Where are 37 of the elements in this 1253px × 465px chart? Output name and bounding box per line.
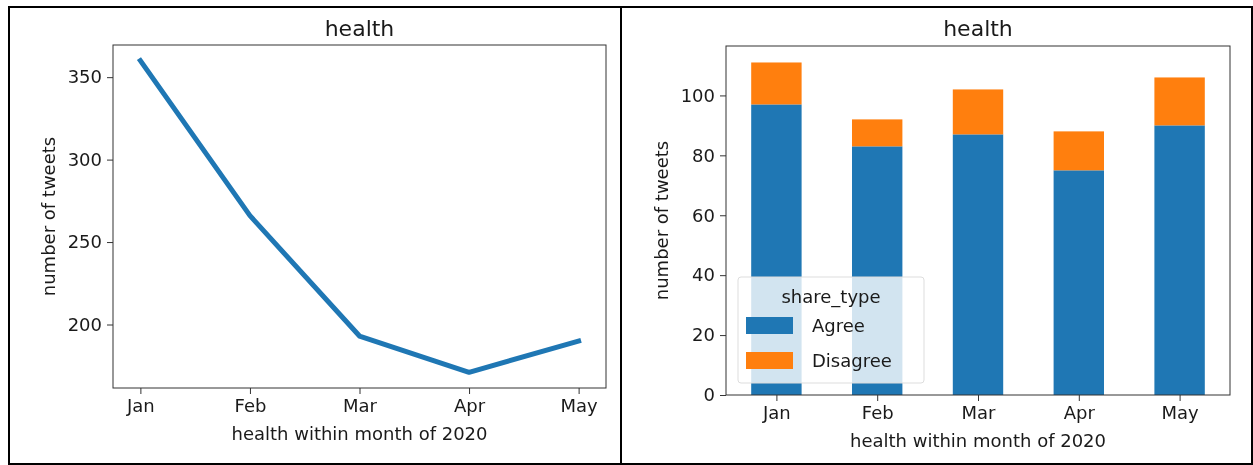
y-axis-title: number of tweets [651, 140, 672, 301]
bar [1053, 131, 1104, 171]
chart-title: health [324, 16, 395, 41]
y-tick-label: 100 [680, 84, 715, 106]
x-tick-label: Jan [126, 394, 155, 416]
x-tick-label: May [1161, 401, 1200, 423]
x-tick-label: Feb [234, 394, 267, 416]
x-tick-label: Apr [453, 394, 486, 416]
y-tick-label: 40 [692, 264, 715, 286]
legend-label: Disagree [812, 350, 892, 371]
x-axis-title: health within month of 2020 [231, 423, 488, 444]
bar [952, 134, 1004, 395]
bar [1154, 77, 1205, 126]
x-tick-label: Mar [343, 394, 378, 416]
x-tick-label: Feb [861, 401, 894, 423]
y-axis-title: number of tweets [38, 136, 59, 297]
y-tick-label: 250 [67, 231, 102, 253]
y-tick-label: 350 [67, 66, 102, 88]
x-axis-title: health within month of 2020 [849, 430, 1107, 451]
y-tick-label: 60 [692, 204, 715, 226]
y-tick-label: 200 [67, 313, 102, 335]
chart-title: health [943, 16, 1013, 41]
y-tick-label: 0 [703, 384, 715, 406]
bar [1053, 170, 1104, 395]
bar [852, 119, 903, 147]
bar [751, 62, 802, 105]
y-tick-label: 300 [67, 148, 102, 170]
x-tick-label: Jan [762, 401, 791, 423]
bar [952, 89, 1004, 135]
y-tick-label: 20 [692, 324, 715, 346]
x-tick-label: Apr [1063, 401, 1096, 423]
legend-label: Agree [812, 315, 865, 336]
y-tick-label: 80 [692, 144, 715, 166]
legend-title: share_type [781, 286, 881, 308]
x-tick-label: May [560, 394, 599, 416]
x-tick-label: Mar [961, 401, 997, 423]
bar [1154, 125, 1205, 395]
